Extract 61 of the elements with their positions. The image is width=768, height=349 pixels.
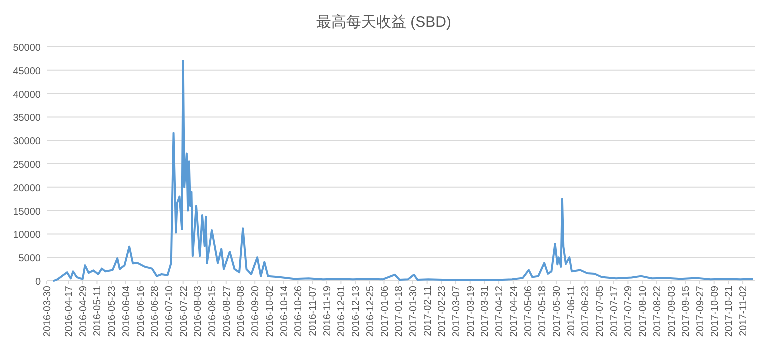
x-tick-label: 2017-01-30 <box>408 286 420 338</box>
x-tick-label: 2017-07-17 <box>609 286 620 338</box>
x-tick-label: 2017-04-12 <box>494 286 506 338</box>
x-tick-label: 2017-07-05 <box>595 286 606 338</box>
x-tick-label: 2016-11-19 <box>322 286 334 336</box>
x-tick-label: 2016-11-07 <box>308 286 319 336</box>
x-tick-label: 2016-07-22 <box>178 286 190 338</box>
x-tick-label: 2016-04-17 <box>64 286 76 338</box>
x-tick-label: 2017-05-18 <box>538 286 549 338</box>
x-tick-label: 2016-03-30 <box>42 286 54 338</box>
y-tick-label: 45000 <box>13 66 42 78</box>
x-tick-label: 2016-08-27 <box>222 286 233 338</box>
x-tick-label: 2016-06-04 <box>121 286 132 338</box>
x-tick-label: 2016-06-16 <box>136 286 147 338</box>
y-tick-label: 5000 <box>18 254 42 265</box>
x-tick-label: 2016-05-23 <box>107 286 118 338</box>
x-tick-label: 2017-09-27 <box>695 286 706 338</box>
x-tick-label: 2017-10-09 <box>710 286 721 338</box>
x-tick-label: 2016-08-03 <box>193 286 204 338</box>
x-tick-label: 2016-06-28 <box>150 286 162 338</box>
x-tick-label: 2017-06-23 <box>580 286 592 338</box>
y-tick-label: 50000 <box>13 43 42 54</box>
y-tick-label: 30000 <box>13 136 42 148</box>
x-tick-label: 2017-08-10 <box>638 286 650 338</box>
x-tick-label: 2017-08-22 <box>652 286 664 338</box>
x-tick-label: 2016-05-11 <box>92 286 104 336</box>
y-tick-label: 20000 <box>13 183 42 194</box>
x-tick-label: 2017-03-19 <box>466 286 477 338</box>
y-tick-label: 0 <box>35 277 42 288</box>
x-tick-label: 2016-12-25 <box>365 286 376 338</box>
x-tick-label: 2017-01-18 <box>394 286 406 338</box>
x-tick-label: 2016-10-14 <box>279 286 290 338</box>
x-tick-label: 2017-11-02 <box>738 286 750 336</box>
x-tick-label: 2017-04-24 <box>508 286 520 338</box>
x-tick-label: 2017-10-21 <box>724 286 736 338</box>
x-tick-label: 2016-09-20 <box>250 286 262 338</box>
x-tick-label: 2016-04-29 <box>78 286 90 338</box>
x-tick-label: 2016-10-26 <box>294 286 305 338</box>
y-tick-label: 35000 <box>13 113 42 124</box>
y-tick-label: 15000 <box>13 206 42 218</box>
y-tick-label: 10000 <box>13 230 42 242</box>
x-tick-label: 2017-09-15 <box>681 286 692 338</box>
chart-title: 最高每天收益 (SBD) <box>316 14 452 31</box>
x-tick-label: 2016-07-10 <box>164 286 176 338</box>
x-tick-label: 2016-08-15 <box>208 286 219 338</box>
x-tick-label: 2016-12-13 <box>351 286 362 338</box>
x-tick-label: 2017-06-11 <box>566 286 578 336</box>
x-tick-label: 2017-09-03 <box>666 286 678 338</box>
x-tick-label: 2016-10-02 <box>264 286 276 338</box>
y-tick-label: 25000 <box>13 160 42 171</box>
x-tick-label: 2017-02-11 <box>422 286 434 336</box>
x-tick-label: 2017-07-29 <box>624 286 635 338</box>
y-tick-label: 40000 <box>13 90 42 101</box>
x-tick-label: 2016-09-08 <box>236 286 248 338</box>
x-tick-label: 2016-12-01 <box>336 286 348 338</box>
x-tick-label: 2017-05-06 <box>523 286 534 338</box>
x-tick-label: 2017-01-06 <box>380 286 391 338</box>
x-tick-label: 2017-03-07 <box>452 286 463 338</box>
x-tick-label: 2017-05-30 <box>552 286 563 338</box>
x-tick-label: 2017-03-31 <box>480 286 492 338</box>
x-tick-label: 2017-02-23 <box>437 286 448 338</box>
